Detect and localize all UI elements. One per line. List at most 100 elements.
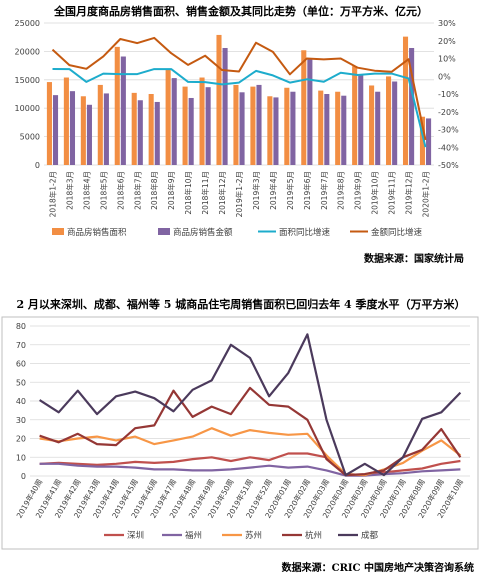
chart1-legend-label: 金额同比增速: [371, 227, 423, 238]
chart1-xtick-label: 2018年12月: [217, 171, 227, 215]
chart1-xtick-label: 2018年5月: [98, 171, 108, 210]
chart1-bar-area: [335, 91, 341, 165]
chart1-xtick-label: 2019年8月: [336, 171, 346, 210]
chart1-bar-area: [216, 34, 222, 165]
chart1-bar-area: [284, 87, 290, 165]
chart1-svg: 0 5000 10000 15000 20000 25000 -50% -40% -30% -20…: [15, 19, 460, 238]
chart1-y2tick-label: -50%: [438, 161, 459, 170]
chart1-xtick-label: 2019年4月: [268, 171, 278, 210]
chart1-bar-area: [250, 86, 256, 165]
chart1-bar-amount: [52, 95, 59, 165]
chart2-ytick-label: 10: [16, 453, 26, 462]
chart1-ytick-label: 25000: [15, 19, 40, 28]
chart1-legend-swatch: [52, 228, 64, 235]
chart1-bar-amount: [358, 74, 364, 165]
chart1-bar-amount: [120, 56, 126, 165]
chart1-bar-amount: [171, 78, 177, 165]
chart1-bar-amount: [239, 92, 245, 165]
chart1-ytick-label: 5000: [20, 133, 40, 142]
chart2-legend-label: 成都: [361, 530, 379, 541]
chart2-line-series-4: [39, 333, 462, 477]
chart2-title: 2 月以来深圳、成都、福州等 5 城商品住宅周销售面积已回归去年 4 季度水平（…: [16, 298, 466, 311]
chart1-bar-amount: [86, 104, 92, 165]
chart1-bar-area: [80, 96, 86, 165]
chart1-bar-amount: [324, 94, 330, 165]
chart1-ytick-label: 0: [35, 161, 40, 170]
chart1-legend-label: 商品房销售金额: [173, 227, 233, 238]
chart1-bar-area: [369, 85, 375, 165]
chart1-bar-amount: [222, 47, 228, 165]
chart1-xtick-label: 2019年3月: [251, 171, 261, 210]
chart2-legend-label: 杭州: [305, 530, 322, 541]
chart1-bar-amount: [290, 91, 296, 165]
chart1-y2tick-label: 10%: [438, 55, 456, 64]
chart1-xtick-label: 2019年9月: [353, 171, 363, 210]
chart1-bar-amount: [103, 93, 109, 165]
chart1-xtick-label: 2018年3月: [64, 171, 74, 210]
chart1-xtick-label: 2018年9月: [166, 171, 176, 210]
chart1-legend-label: 面积同比增速: [279, 227, 331, 238]
chart1-y2tick-label: 20%: [438, 37, 456, 46]
chart1-bar-area: [386, 76, 392, 165]
chart1-bar-area: [419, 116, 426, 165]
chart1-xtick-label: 2018年1-2月: [47, 171, 57, 217]
chart2-legend-label: 福州: [185, 530, 202, 541]
chart2-ytick-label: 60: [16, 360, 26, 369]
chart2-ytick-label: 20: [16, 435, 26, 444]
chart1-bar-amount: [69, 91, 76, 165]
chart1-bar-amount: [426, 118, 432, 165]
chart1-xtick-label: 2019年5月: [285, 171, 295, 210]
chart1-xtick-label: 2018年4月: [81, 171, 91, 210]
chart1-bar-area: [301, 50, 307, 165]
chart1-y2tick-label: -10%: [438, 90, 459, 99]
chart2-ytick-label: 80: [16, 322, 26, 331]
chart2-ytick-label: 50: [16, 378, 26, 387]
chart1-line-area-growth: [52, 68, 427, 148]
chart1-bar-area: [46, 82, 52, 165]
chart1-bar-area: [131, 92, 137, 165]
chart1-bar-amount: [137, 100, 143, 165]
chart1-bar-amount: [409, 47, 415, 165]
chart1-line-amount-growth: [51, 36, 427, 141]
chart2-legend-label: 苏州: [245, 530, 262, 541]
chart1-bar-amount: [375, 91, 381, 165]
chart2-line-series-1: [39, 462, 461, 477]
chart2-legend-label: 深圳: [127, 530, 144, 541]
chart1-xtick-label: 2019年6月: [302, 171, 312, 210]
chart1-bar-amount: [256, 84, 262, 165]
chart2-line-series-3: [39, 386, 462, 477]
chart1-legend-swatch: [158, 228, 170, 235]
chart1-y2tick-label: -30%: [438, 126, 459, 135]
chart1-ytick-label: 20000: [15, 47, 40, 56]
chart1-bar-amount: [205, 87, 211, 165]
chart1-xtick-label: 2019年7月: [319, 171, 329, 210]
chart1-bar-area: [97, 84, 103, 165]
chart2-ytick-label: 40: [16, 397, 26, 406]
chart1-xtick-label: 2019年11月: [387, 171, 397, 215]
chart1-bar-area: [165, 69, 171, 165]
chart1-y2tick-label: 30%: [438, 19, 456, 28]
chart1-bar-area: [182, 86, 188, 165]
chart1-bar-amount: [273, 97, 279, 165]
chart1-legend-label: 商品房销售面积: [67, 227, 127, 238]
chart1-xtick-label: 2019年1-2月: [234, 171, 244, 217]
chart2-line-series-0: [39, 452, 461, 477]
chart1-bar-area: [233, 84, 239, 165]
chart1-bar-area: [267, 96, 273, 165]
chart1-source: 数据来源：国家统计局: [364, 254, 464, 265]
chart1-xtick-label: 2019年10月: [370, 171, 380, 215]
chart2-ytick-label: 0: [21, 472, 26, 481]
chart1-ytick-label: 15000: [15, 76, 40, 85]
chart1-bar-amount: [392, 81, 398, 165]
chart1-y2tick-label: -20%: [438, 108, 459, 117]
chart1-xtick-label: 2018年8月: [149, 171, 159, 210]
chart1-bar-amount: [188, 97, 194, 165]
chart1-title: 全国月度商品房销售面积、销售金额及其同比走势（单位：万平方米、亿元）: [54, 5, 428, 18]
chart1-xtick-label: 2018年10月: [183, 171, 193, 215]
chart1-bar-area: [114, 46, 120, 165]
chart1-y2tick-label: -40%: [438, 143, 459, 152]
chart1-xtick-label: 2018年11月: [200, 171, 210, 215]
chart1-xtick-label: 2018年7月: [132, 171, 142, 210]
chart1-xtick-label: 2019年12月: [404, 171, 414, 215]
chart1-bar-area: [318, 90, 324, 165]
